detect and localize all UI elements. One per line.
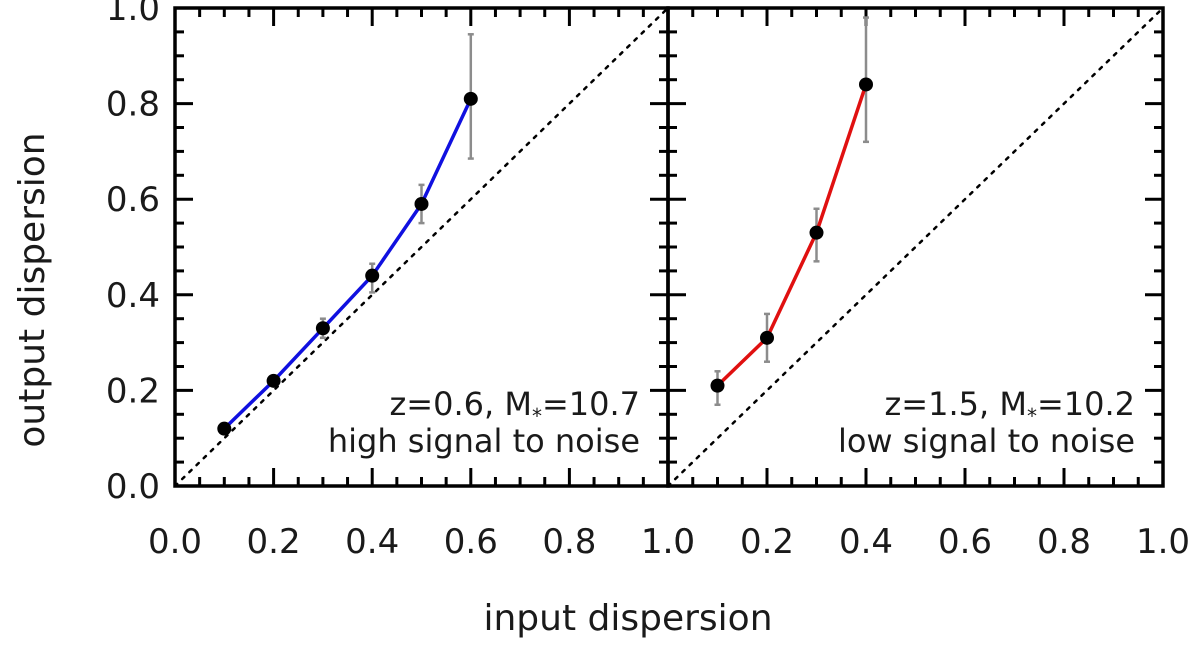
- panel-frame: [666, 6, 1165, 488]
- x-axis-title: input dispersion: [483, 598, 772, 639]
- series-line: [716, 83, 868, 387]
- x-tick-label: 1.0: [1136, 522, 1190, 562]
- annotation-subscript: *: [532, 404, 542, 428]
- x-tick-label: 0.6: [938, 522, 992, 562]
- data-point: [809, 225, 824, 240]
- data-point: [217, 421, 232, 436]
- annotation-redshift-mass: z=1.5, M*=10.2: [884, 385, 1135, 428]
- y-tick-label: 0.0: [106, 467, 160, 507]
- data-point: [315, 321, 330, 336]
- annotation-value: =10.2: [1037, 385, 1135, 423]
- data-point: [710, 378, 725, 393]
- x-tick-label: 0.4: [839, 522, 893, 562]
- x-tick-label: 0.2: [740, 522, 794, 562]
- annotation-signal-to-noise: low signal to noise: [838, 422, 1135, 460]
- x-tick-label: 0.0: [148, 522, 202, 562]
- y-tick-label: 0.2: [106, 371, 160, 411]
- annotation-subscript: *: [1027, 404, 1037, 428]
- series-line: [223, 98, 473, 430]
- y-tick-label: 0.8: [106, 85, 160, 125]
- x-tick-label: 1.0: [641, 522, 695, 562]
- y-tick-label: 1.0: [106, 0, 160, 29]
- y-tick-label: 0.6: [106, 180, 160, 220]
- panel-1: 0.0 0.2 0.4 0.6 0.8 1.0 0.0 0.2 0.4 0.6 0.8 1.0 z=0.…: [106, 0, 695, 562]
- data-point: [266, 373, 281, 388]
- annotation-redshift-mass: z=0.6, M*=10.7: [389, 385, 640, 428]
- reference-line-1to1: [666, 6, 1165, 488]
- data-point: [463, 91, 478, 106]
- x-tick-label: 0.2: [247, 522, 301, 562]
- y-tick-label: 0.4: [106, 276, 160, 316]
- x-tick-label: 0.8: [1037, 522, 1091, 562]
- x-tick-label: 1.0: [641, 522, 695, 562]
- x-tick-label: 0.8: [542, 522, 596, 562]
- x-tick-label: 0.4: [345, 522, 399, 562]
- data-point: [760, 330, 774, 345]
- x-tick-label: 0.6: [444, 522, 498, 562]
- data-point: [365, 268, 380, 283]
- annotation-signal-to-noise: high signal to noise: [328, 422, 640, 460]
- data-point: [414, 196, 429, 211]
- annotation-prefix: z=0.6, M: [389, 385, 531, 423]
- y-axis-title: output dispersion: [12, 132, 53, 447]
- data-point: [859, 77, 873, 92]
- reference-line-1to1: [173, 6, 670, 488]
- annotation-value: =10.7: [542, 385, 640, 423]
- annotation-prefix: z=1.5, M: [884, 385, 1026, 423]
